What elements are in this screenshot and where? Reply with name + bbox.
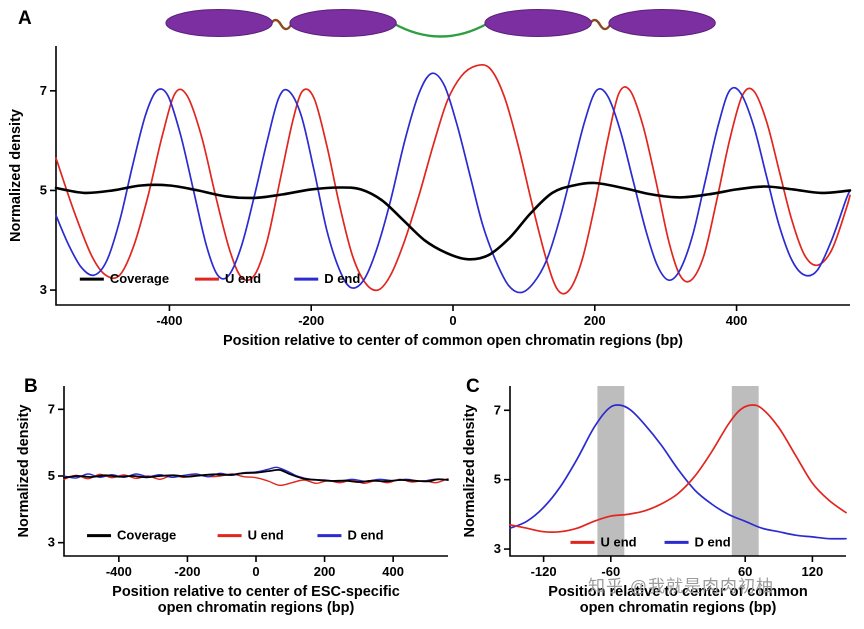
panel-c-svg: -120 -60 60 120 3 5 7 Position relative to cent… [462, 386, 847, 616]
x-tick-label: -400 [156, 313, 182, 328]
x-tick-label: 400 [726, 313, 748, 328]
x-tick-label: -200 [174, 564, 200, 579]
panel-c-label: C [466, 376, 480, 397]
panel-a-svg: -400 -200 0 200 400 3 5 7 Position relative to c… [8, 9, 852, 349]
x-tick-label: -200 [298, 313, 324, 328]
axes [55, 46, 850, 306]
x-tick-label: 400 [382, 564, 404, 579]
y-tick-label: 3 [494, 541, 501, 556]
panel-b-svg: -400 -200 0 200 400 3 5 7 Position relative to c… [16, 386, 449, 616]
d-end-line [63, 466, 449, 483]
y-tick-label: 5 [40, 182, 47, 197]
highlight-band [597, 386, 625, 556]
nucleosome [289, 9, 397, 37]
u-end-line [509, 404, 847, 533]
linker-dna-brown [269, 18, 294, 31]
x-axis-label: open chromatin regions (bp) [580, 600, 777, 616]
coverage-line [63, 468, 449, 483]
x-tick-label: 60 [738, 564, 752, 579]
nucleosome [165, 9, 273, 37]
panel-b-chart: -400 -200 0 200 400 3 5 7 Position relative to c… [14, 374, 458, 629]
watermark: 知乎 @我就是肉肉初柚 [588, 577, 774, 596]
x-tick-label: -60 [601, 564, 620, 579]
d-end-line [55, 72, 851, 294]
x-axis-label: Position relative to center of common [548, 584, 807, 600]
y-tick-label: 5 [494, 472, 501, 487]
legend-item-label: U end [225, 271, 261, 286]
highlight-band [731, 386, 759, 556]
d-end-line [509, 404, 847, 540]
x-tick-label: 200 [584, 313, 606, 328]
x-tick-label: 120 [802, 564, 824, 579]
linker-dna-brown [588, 18, 613, 31]
legend-item-label: D end [347, 528, 383, 543]
panel-b-label: B [24, 376, 38, 397]
y-axis-label: Normalized density [8, 109, 24, 242]
u-end-line [55, 63, 851, 295]
legend-item-label: D end [695, 534, 731, 549]
x-tick-label: 0 [252, 564, 259, 579]
y-tick-label: 7 [48, 401, 55, 416]
x-tick-label: 200 [314, 564, 336, 579]
nucleosome [484, 9, 592, 37]
panel-a-label: A [18, 8, 32, 29]
legend-item-label: U end [600, 534, 636, 549]
legend-item-label: Coverage [110, 271, 169, 286]
x-axis-label: Position relative to center of common op… [223, 333, 683, 349]
y-tick-label: 7 [494, 402, 501, 417]
y-tick-label: 5 [48, 468, 55, 483]
y-axis-label: Normalized density [462, 405, 478, 538]
panel-a-chart: -400 -200 0 200 400 3 5 7 Position relative to c… [4, 2, 858, 372]
x-axis-label: open chromatin regions (bp) [158, 600, 355, 616]
y-tick-label: 7 [40, 83, 47, 98]
u-end-line [63, 473, 449, 487]
axes [509, 386, 846, 557]
legend-item-label: Coverage [117, 528, 176, 543]
x-tick-label: 0 [449, 313, 456, 328]
panel-c-chart: -120 -60 60 120 3 5 7 Position relative to cent… [462, 374, 858, 629]
y-axis-label: Normalized density [16, 405, 32, 538]
x-tick-label: -400 [106, 564, 132, 579]
coverage-line [54, 181, 852, 261]
y-tick-label: 3 [48, 535, 55, 550]
y-tick-label: 3 [40, 282, 47, 297]
legend-item-label: U end [248, 528, 284, 543]
linker-dna-green [392, 21, 489, 38]
legend-item-label: D end [324, 271, 360, 286]
x-axis-label: Position relative to center of ESC-speci… [112, 584, 400, 600]
x-tick-label: -120 [531, 564, 557, 579]
axes [63, 386, 448, 557]
nucleosome [608, 9, 716, 37]
